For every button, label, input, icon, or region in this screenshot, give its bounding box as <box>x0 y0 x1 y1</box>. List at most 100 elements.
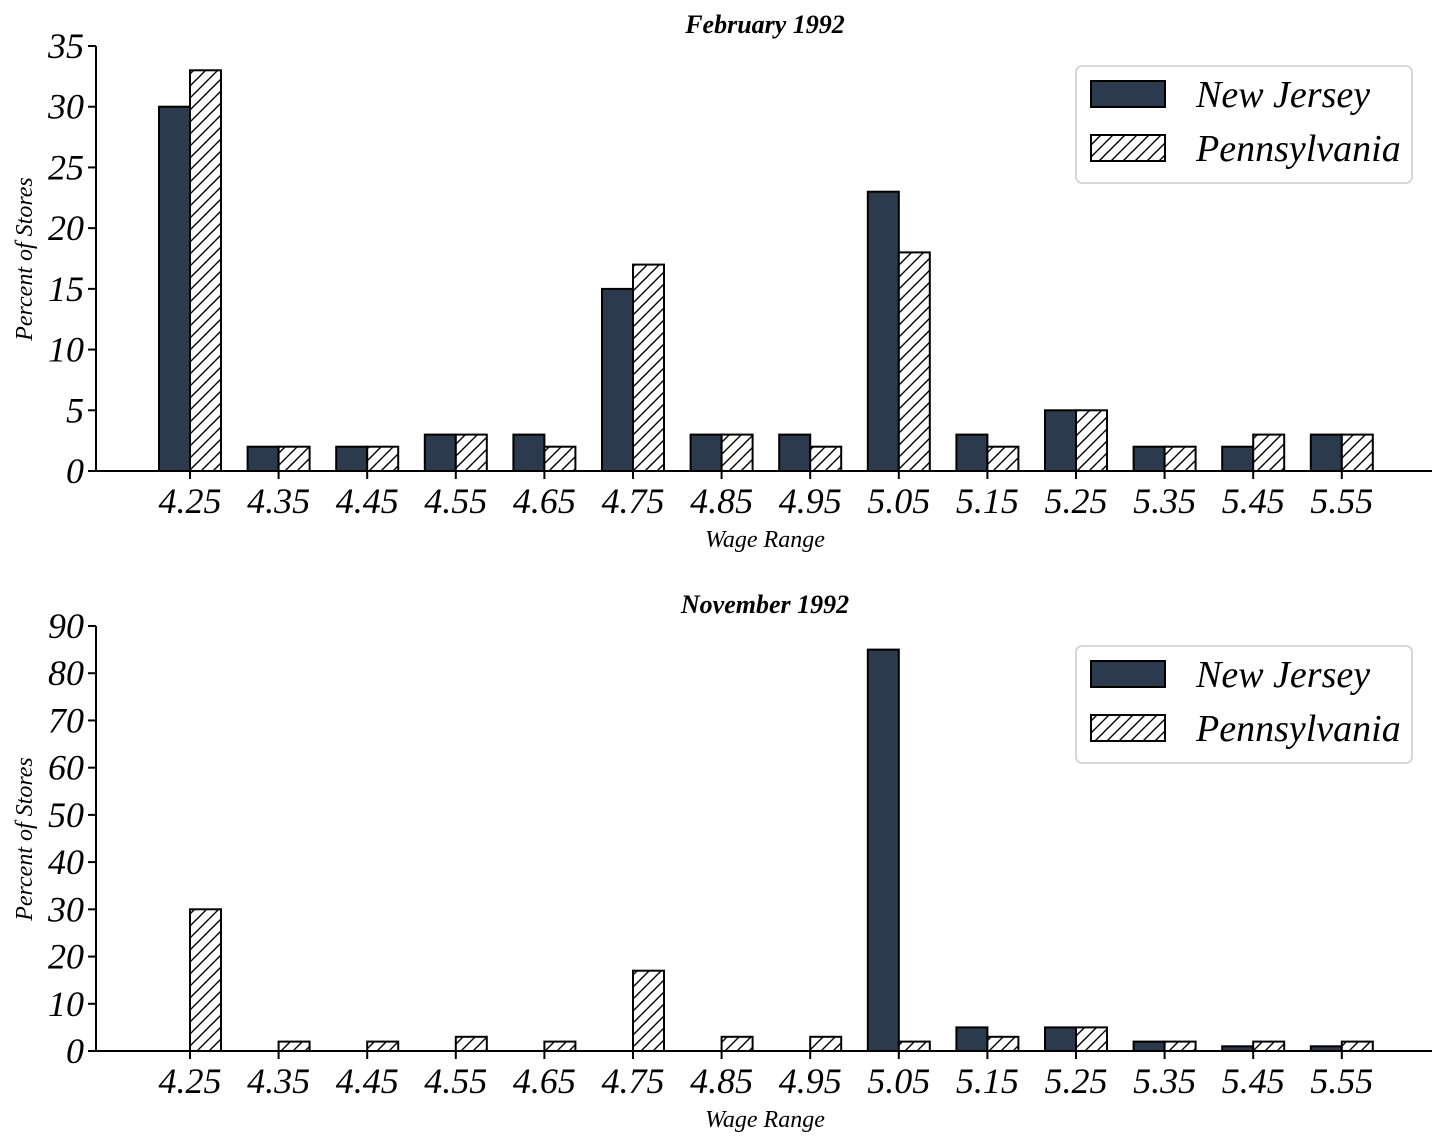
bar-pennsylvania-5-45 <box>1252 1040 1286 1052</box>
x-tick-label: 5.45 <box>1222 481 1285 521</box>
axes: 0 5 10 15 20 25 30 35 4.25 4.35 4.45 4.55 4.65 4.75 4.… <box>47 26 1432 521</box>
y-tick-label: 70 <box>48 700 84 740</box>
x-tick-label: 5.25 <box>1045 481 1108 521</box>
bar-pennsylvania-4-55 <box>454 1035 488 1053</box>
chart-title: February 1992 <box>684 10 845 39</box>
x-tick-label: 4.25 <box>159 481 222 521</box>
y-tick-label: 90 <box>48 606 84 646</box>
x-tick-label: 5.15 <box>956 1061 1019 1101</box>
legend-label-new-jersey: New Jersey <box>1195 74 1370 116</box>
y-tick-label: 10 <box>48 330 84 370</box>
bar-pennsylvania-4-35 <box>277 1040 311 1052</box>
legend-swatch-pennsylvania <box>1090 714 1166 742</box>
bar-pennsylvania-5-55 <box>1340 433 1374 473</box>
bar-pennsylvania-5-05 <box>897 1040 931 1052</box>
x-tick-label: 4.55 <box>424 1061 487 1101</box>
x-tick-label: 4.75 <box>602 481 665 521</box>
y-axis-label: Percent of Stores <box>12 757 38 922</box>
y-tick-label: 35 <box>47 26 84 66</box>
y-tick-label: 5 <box>66 390 84 430</box>
x-tick-label: 5.05 <box>867 1061 930 1101</box>
bar-new-jersey-5-15 <box>955 433 989 473</box>
legend-swatch-pennsylvania <box>1090 134 1166 162</box>
bar-new-jersey-5-35 <box>1132 445 1166 473</box>
y-tick-label: 30 <box>47 889 84 929</box>
legend-label-new-jersey: New Jersey <box>1195 654 1370 696</box>
bar-pennsylvania-4-75 <box>632 263 665 472</box>
bar-pennsylvania-4-45 <box>366 1040 400 1052</box>
bar-new-jersey-4-55 <box>423 433 457 473</box>
bar-new-jersey-5-25 <box>1044 409 1077 472</box>
x-tick-label: 4.45 <box>336 481 399 521</box>
bar-pennsylvania-5-15 <box>986 445 1020 473</box>
bar-new-jersey-4-95 <box>778 433 812 473</box>
bars <box>189 648 1374 1053</box>
x-tick-label: 5.55 <box>1310 481 1373 521</box>
y-tick-label: 40 <box>48 842 84 882</box>
y-tick-label: 50 <box>48 795 84 835</box>
bar-pennsylvania-4-85 <box>720 1035 754 1053</box>
y-tick-label: 0 <box>66 1031 84 1071</box>
bar-pennsylvania-4-95 <box>809 445 843 473</box>
legend-swatch-new-jersey <box>1090 660 1166 688</box>
bar-pennsylvania-4-35 <box>277 445 311 473</box>
x-tick-label: 5.45 <box>1222 1061 1285 1101</box>
bar-pennsylvania-4-75 <box>632 969 665 1053</box>
x-tick-label: 5.05 <box>867 481 930 521</box>
bar-pennsylvania-4-45 <box>366 445 400 473</box>
y-tick-label: 15 <box>48 269 84 309</box>
bar-pennsylvania-5-05 <box>897 251 931 472</box>
bar-pennsylvania-4-85 <box>720 433 754 473</box>
chart-february: February 1992 Percent of Stores Wage Ran… <box>12 10 1432 553</box>
x-tick-label: 5.35 <box>1133 481 1196 521</box>
x-tick-label: 4.35 <box>247 481 310 521</box>
bar-pennsylvania-4-55 <box>454 433 488 473</box>
bar-pennsylvania-4-65 <box>543 1040 577 1052</box>
bar-new-jersey-5-55 <box>1309 433 1343 473</box>
bar-pennsylvania-4-25 <box>189 908 222 1052</box>
y-axis-label: Percent of Stores <box>12 177 38 342</box>
x-tick-label: 4.85 <box>690 1061 753 1101</box>
x-tick-label: 5.25 <box>1045 1061 1108 1101</box>
bar-new-jersey-4-85 <box>689 433 723 473</box>
bar-new-jersey-5-05 <box>866 190 900 472</box>
legend: New Jersey Pennsylvania <box>1075 645 1413 764</box>
y-tick-label: 60 <box>48 748 84 788</box>
x-tick-label: 4.75 <box>602 1061 665 1101</box>
x-tick-label: 4.45 <box>336 1061 399 1101</box>
bar-pennsylvania-5-25 <box>1075 1026 1108 1053</box>
x-tick-label: 4.95 <box>779 481 842 521</box>
x-tick-label: 5.35 <box>1133 1061 1196 1101</box>
y-tick-label: 0 <box>66 451 84 491</box>
bar-new-jersey-4-25 <box>158 105 191 472</box>
bar-new-jersey-5-35 <box>1132 1040 1166 1052</box>
x-tick-label: 4.65 <box>513 1061 576 1101</box>
bar-new-jersey-4-35 <box>246 445 280 473</box>
x-tick-label: 4.25 <box>159 1061 222 1101</box>
y-tick-label: 25 <box>48 147 84 187</box>
y-tick-label: 80 <box>48 653 84 693</box>
bar-pennsylvania-5-35 <box>1163 1040 1197 1052</box>
bar-pennsylvania-5-55 <box>1340 1040 1374 1052</box>
y-tick-label: 10 <box>48 984 84 1024</box>
chart-title: November 1992 <box>680 590 849 619</box>
y-tick-label: 30 <box>47 87 84 127</box>
bar-new-jersey-4-65 <box>512 433 546 473</box>
bar-pennsylvania-5-15 <box>986 1035 1020 1053</box>
bar-pennsylvania-5-45 <box>1252 433 1286 473</box>
x-tick-label: 5.15 <box>956 481 1019 521</box>
x-tick-label: 4.85 <box>690 481 753 521</box>
x-tick-label: 4.65 <box>513 481 576 521</box>
legend-label-pennsylvania: Pennsylvania <box>1195 128 1401 170</box>
x-tick-label: 4.95 <box>779 1061 842 1101</box>
bar-new-jersey-5-45 <box>1221 445 1255 473</box>
x-axis-label: Wage Range <box>705 1107 825 1133</box>
bar-new-jersey-5-05 <box>866 648 900 1052</box>
bar-pennsylvania-5-35 <box>1163 445 1197 473</box>
x-tick-label: 4.35 <box>247 1061 310 1101</box>
axes: 0 10 20 30 40 50 60 70 80 90 4.25 4.35 4.45 4.55 4.65 4… <box>47 606 1432 1101</box>
x-tick-label: 5.55 <box>1310 1061 1373 1101</box>
y-tick-label: 20 <box>48 208 84 248</box>
bar-new-jersey-4-45 <box>335 445 369 473</box>
